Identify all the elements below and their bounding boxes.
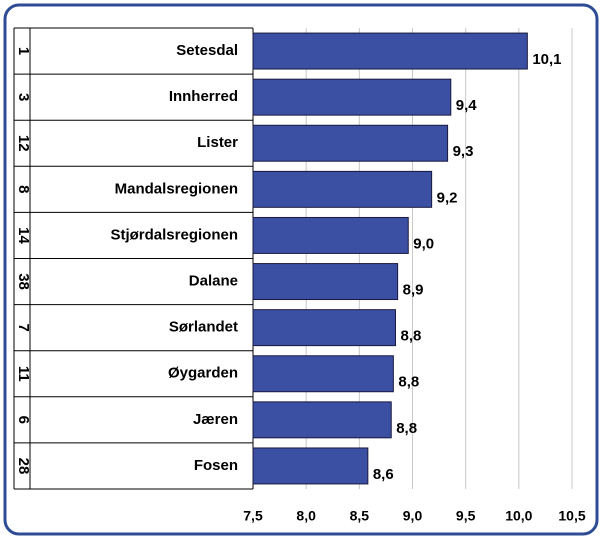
x-tick-label: 7,5 [243, 508, 263, 524]
y-tick-label: Setesdal [176, 42, 238, 59]
x-tick-label: 10,5 [558, 508, 585, 524]
bar [252, 447, 369, 485]
value-label: 9,3 [453, 143, 474, 160]
x-tick-label: 9,0 [403, 508, 423, 524]
y-tick-label: Dalane [189, 273, 238, 290]
value-label: 10,1 [532, 51, 561, 68]
value-label: 9,4 [456, 97, 478, 114]
rank-label: 28 [15, 458, 32, 475]
rank-label: 11 [15, 366, 32, 382]
y-tick-label: Øygarden [168, 365, 238, 382]
y-tick-label: Innherred [169, 88, 238, 105]
rank-label: 3 [15, 93, 32, 101]
value-label: 8,8 [396, 420, 417, 437]
bar [252, 78, 452, 116]
bar [252, 401, 392, 439]
rank-label: 12 [15, 135, 32, 152]
value-label: 8,8 [400, 328, 421, 345]
value-label: 8,6 [373, 466, 394, 483]
value-label: 8,8 [398, 374, 419, 391]
bar [252, 170, 433, 208]
bar [252, 32, 528, 70]
bar [252, 124, 449, 162]
y-tick-label: Mandalsregionen [115, 180, 238, 197]
value-label: 9,2 [437, 189, 458, 206]
y-tick-label: Jæren [193, 411, 238, 428]
value-label: 8,9 [403, 282, 424, 299]
y-tick-label: Lister [197, 134, 238, 151]
x-tick-label: 8,0 [296, 508, 316, 524]
rank-label: 8 [15, 185, 32, 193]
bar [252, 263, 399, 301]
value-label: 9,0 [413, 235, 434, 252]
rank-label: 6 [15, 416, 32, 424]
x-tick-label: 8,5 [350, 508, 370, 524]
rank-label: 14 [15, 227, 32, 244]
rank-label: 1 [15, 47, 32, 55]
y-tick-label: Stjørdalsregionen [110, 226, 238, 243]
y-tick-label: Fosen [194, 457, 238, 474]
bar [252, 355, 394, 393]
y-tick-label: Sørlandet [169, 319, 238, 336]
x-tick-label: 9,5 [456, 508, 476, 524]
bar [252, 309, 396, 347]
rank-label: 7 [15, 323, 32, 331]
rank-label: 38 [15, 273, 32, 290]
x-tick-label: 10,0 [505, 508, 532, 524]
bar [252, 216, 409, 254]
